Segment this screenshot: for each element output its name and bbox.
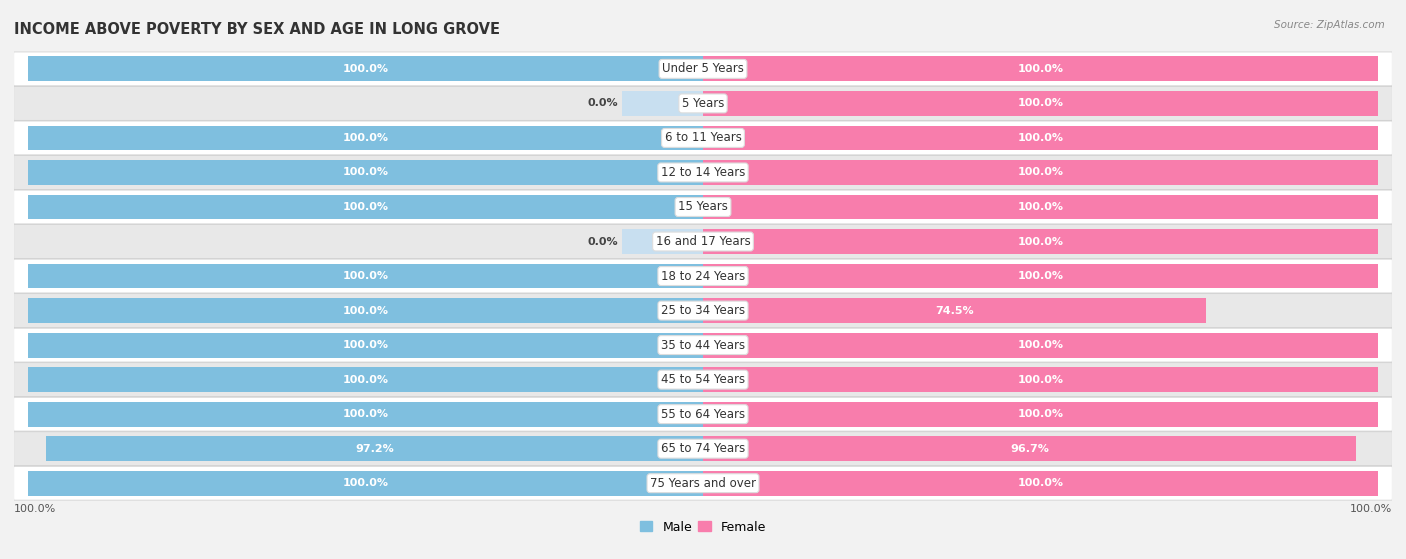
Bar bbox=[703, 126, 1378, 150]
Bar bbox=[28, 402, 703, 427]
Text: 100.0%: 100.0% bbox=[1018, 409, 1064, 419]
Text: 5 Years: 5 Years bbox=[682, 97, 724, 110]
Bar bbox=[703, 436, 1357, 461]
Text: 100.0%: 100.0% bbox=[342, 478, 388, 488]
Text: 100.0%: 100.0% bbox=[1018, 202, 1064, 212]
Text: 100.0%: 100.0% bbox=[1018, 98, 1064, 108]
Bar bbox=[703, 471, 1378, 496]
Bar bbox=[703, 91, 1378, 116]
Text: 15 Years: 15 Years bbox=[678, 201, 728, 214]
Text: 100.0%: 100.0% bbox=[1018, 236, 1064, 247]
Text: 16 and 17 Years: 16 and 17 Years bbox=[655, 235, 751, 248]
Text: 6 to 11 Years: 6 to 11 Years bbox=[665, 131, 741, 144]
Text: 65 to 74 Years: 65 to 74 Years bbox=[661, 442, 745, 455]
Bar bbox=[703, 367, 1378, 392]
FancyBboxPatch shape bbox=[14, 259, 1392, 293]
FancyBboxPatch shape bbox=[14, 328, 1392, 362]
Bar bbox=[28, 160, 703, 185]
Text: INCOME ABOVE POVERTY BY SEX AND AGE IN LONG GROVE: INCOME ABOVE POVERTY BY SEX AND AGE IN L… bbox=[14, 22, 501, 36]
FancyBboxPatch shape bbox=[14, 155, 1392, 190]
Text: 100.0%: 100.0% bbox=[1018, 478, 1064, 488]
Bar bbox=[703, 160, 1378, 185]
Text: 100.0%: 100.0% bbox=[342, 340, 388, 350]
Text: 35 to 44 Years: 35 to 44 Years bbox=[661, 339, 745, 352]
FancyBboxPatch shape bbox=[14, 225, 1392, 258]
Text: 100.0%: 100.0% bbox=[342, 409, 388, 419]
Bar bbox=[703, 56, 1378, 81]
Text: 100.0%: 100.0% bbox=[342, 202, 388, 212]
Text: 100.0%: 100.0% bbox=[14, 504, 56, 514]
Bar bbox=[703, 229, 1378, 254]
Text: 0.0%: 0.0% bbox=[588, 236, 619, 247]
Text: 100.0%: 100.0% bbox=[1018, 64, 1064, 74]
Text: 25 to 34 Years: 25 to 34 Years bbox=[661, 304, 745, 317]
Text: 97.2%: 97.2% bbox=[356, 444, 394, 454]
Text: 100.0%: 100.0% bbox=[342, 64, 388, 74]
Text: 100.0%: 100.0% bbox=[1018, 168, 1064, 177]
Bar bbox=[703, 264, 1378, 288]
Bar bbox=[703, 195, 1378, 220]
Text: 100.0%: 100.0% bbox=[1018, 271, 1064, 281]
FancyBboxPatch shape bbox=[14, 397, 1392, 431]
Text: 96.7%: 96.7% bbox=[1010, 444, 1049, 454]
Text: 12 to 14 Years: 12 to 14 Years bbox=[661, 166, 745, 179]
Text: 100.0%: 100.0% bbox=[1018, 340, 1064, 350]
Text: 0.0%: 0.0% bbox=[588, 98, 619, 108]
FancyBboxPatch shape bbox=[14, 52, 1392, 86]
FancyBboxPatch shape bbox=[14, 293, 1392, 328]
FancyBboxPatch shape bbox=[14, 363, 1392, 396]
FancyBboxPatch shape bbox=[14, 466, 1392, 500]
Bar bbox=[28, 471, 703, 496]
Text: Under 5 Years: Under 5 Years bbox=[662, 63, 744, 75]
Text: 75 Years and over: 75 Years and over bbox=[650, 477, 756, 490]
Text: 100.0%: 100.0% bbox=[342, 133, 388, 143]
Text: 74.5%: 74.5% bbox=[935, 306, 974, 316]
Bar bbox=[28, 56, 703, 81]
Text: 45 to 54 Years: 45 to 54 Years bbox=[661, 373, 745, 386]
Bar bbox=[28, 126, 703, 150]
Bar bbox=[621, 229, 703, 254]
Text: Source: ZipAtlas.com: Source: ZipAtlas.com bbox=[1274, 20, 1385, 30]
Text: 100.0%: 100.0% bbox=[342, 271, 388, 281]
Bar bbox=[621, 91, 703, 116]
Text: 100.0%: 100.0% bbox=[1018, 375, 1064, 385]
Text: 100.0%: 100.0% bbox=[1350, 504, 1392, 514]
Bar bbox=[28, 367, 703, 392]
Bar bbox=[703, 402, 1378, 427]
Text: 55 to 64 Years: 55 to 64 Years bbox=[661, 408, 745, 421]
Text: 100.0%: 100.0% bbox=[1018, 133, 1064, 143]
Bar bbox=[46, 436, 703, 461]
Bar bbox=[28, 195, 703, 220]
Legend: Male, Female: Male, Female bbox=[636, 515, 770, 538]
FancyBboxPatch shape bbox=[14, 432, 1392, 466]
Bar bbox=[28, 264, 703, 288]
FancyBboxPatch shape bbox=[14, 121, 1392, 155]
Bar bbox=[28, 333, 703, 358]
FancyBboxPatch shape bbox=[14, 190, 1392, 224]
Bar bbox=[703, 298, 1206, 323]
Text: 100.0%: 100.0% bbox=[342, 375, 388, 385]
Bar bbox=[703, 333, 1378, 358]
Text: 100.0%: 100.0% bbox=[342, 306, 388, 316]
Bar bbox=[28, 298, 703, 323]
FancyBboxPatch shape bbox=[14, 87, 1392, 120]
Text: 100.0%: 100.0% bbox=[342, 168, 388, 177]
Text: 18 to 24 Years: 18 to 24 Years bbox=[661, 269, 745, 282]
